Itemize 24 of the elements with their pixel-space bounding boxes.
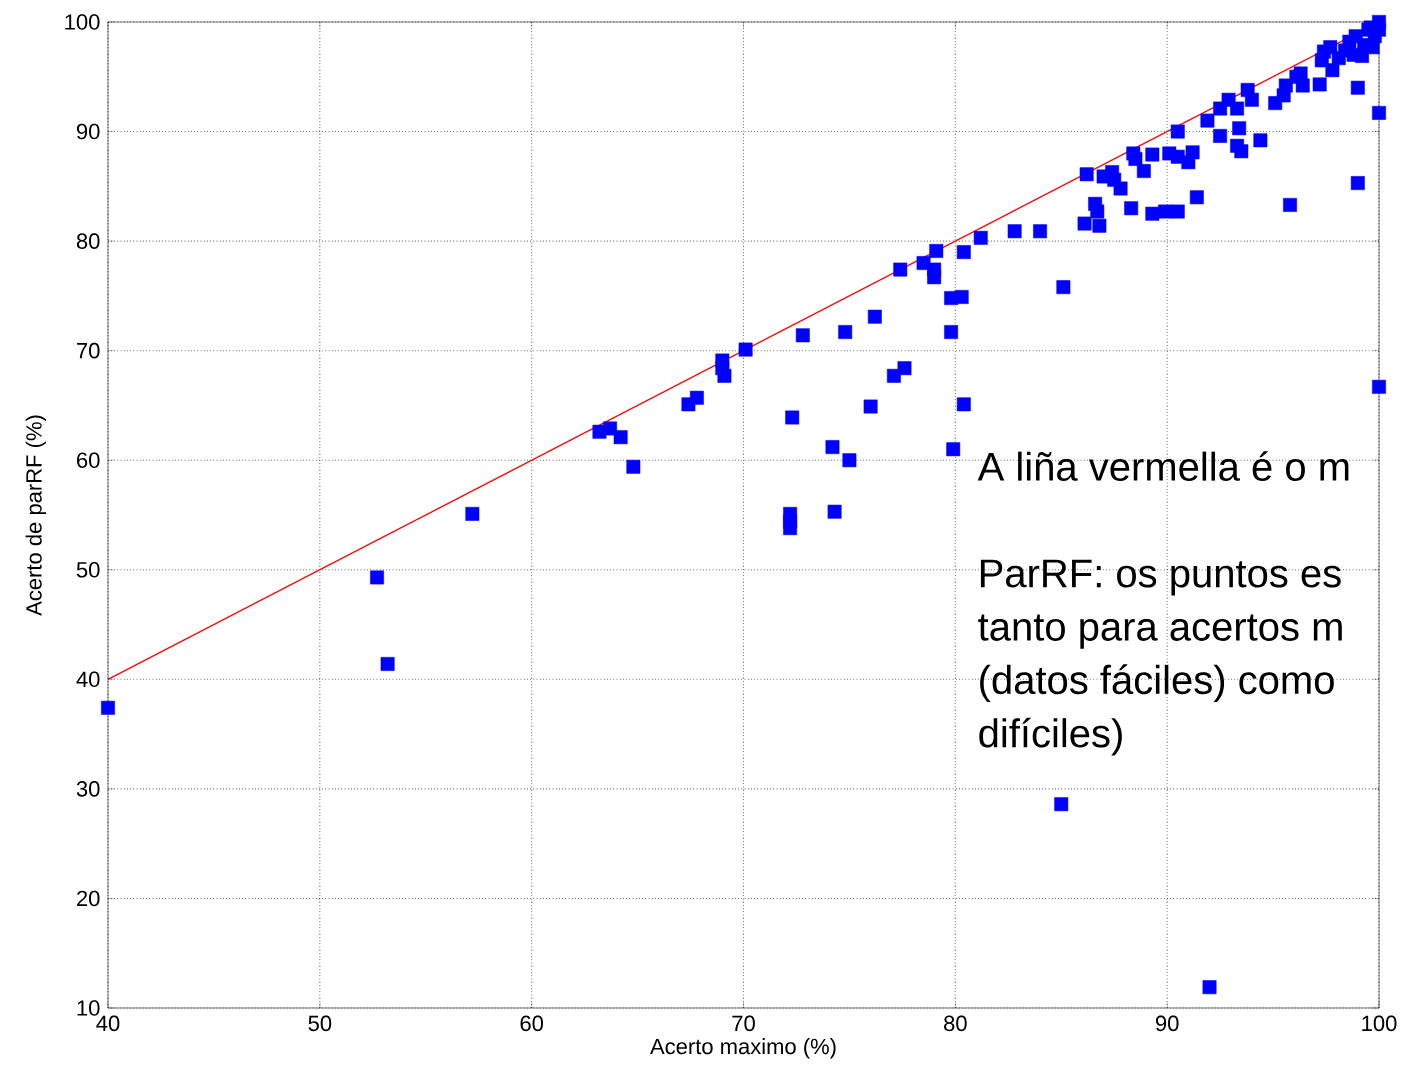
y-tick-label: 70 [77, 342, 100, 359]
x-tick-label: 50 [308, 1015, 332, 1032]
x-tick-label: 60 [520, 1015, 544, 1032]
x-tick-label: 80 [944, 1015, 967, 1032]
annotation: difíciles) [979, 717, 1122, 756]
y-tick-label: 80 [76, 233, 100, 249]
annotation: A liña vermella é o m [977, 451, 1349, 482]
y-tick-label: 90 [76, 123, 100, 140]
x-tick-label: 70 [732, 1015, 755, 1032]
y-axis-title: Acerto de parRF (%) [25, 415, 47, 616]
y-tick-label: 10 [77, 1000, 100, 1016]
y-tick-label: 100 [65, 14, 100, 30]
annotation: ParRF: os puntos es [980, 559, 1341, 596]
y-tick-label: 50 [76, 561, 100, 578]
x-tick-label: 90 [1155, 1015, 1179, 1032]
x-axis-title: Acerto maximo (%) [650, 1038, 836, 1059]
x-tick-label: 40 [96, 1015, 120, 1032]
y-tick-label: 40 [76, 671, 100, 688]
annotation: (datos fáciles) como [980, 664, 1334, 703]
x-tick-label: 100 [1362, 1015, 1397, 1032]
y-tick-label: 20 [77, 890, 100, 907]
y-tick-label: 60 [77, 452, 100, 468]
annotation: tanto para acertos m [978, 614, 1342, 649]
y-tick-label: 30 [76, 781, 100, 797]
